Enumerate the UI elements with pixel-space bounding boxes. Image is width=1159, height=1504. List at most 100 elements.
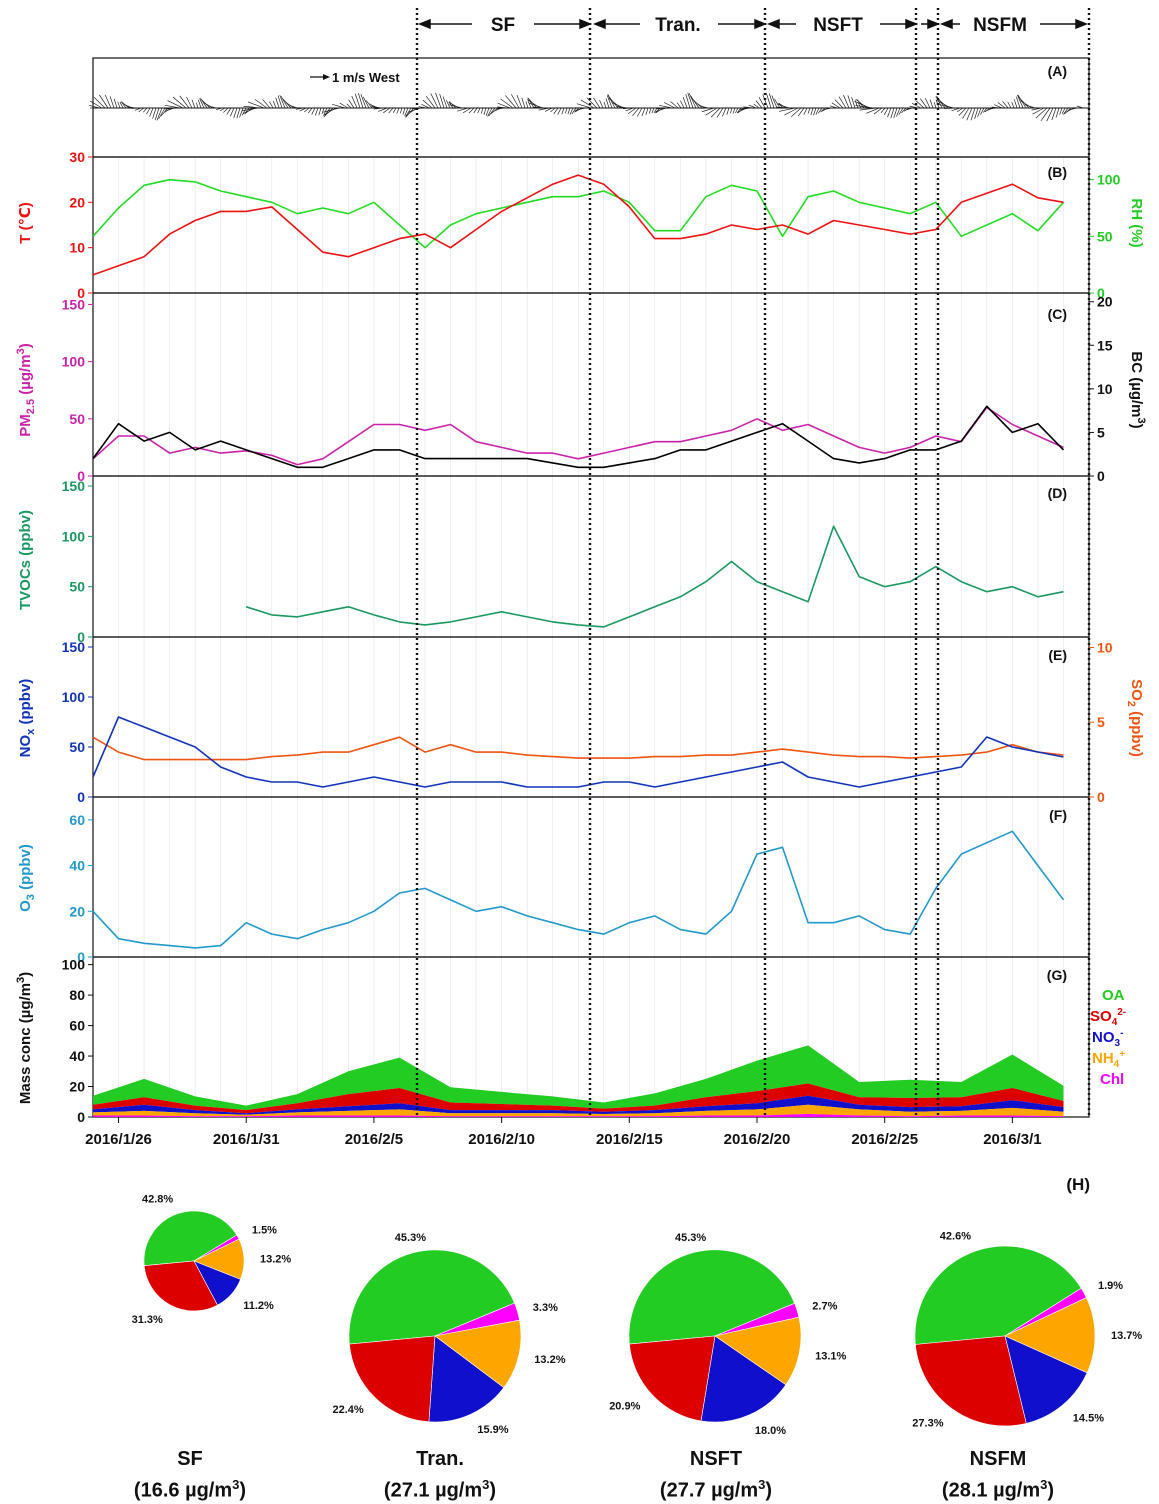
- wind-vector: [671, 101, 678, 108]
- b-right-tick-label: 100: [1097, 172, 1121, 188]
- pie-label: 2.7%: [812, 1300, 837, 1312]
- wind-vector: [186, 97, 192, 108]
- x-tick-label: 2016/2/20: [724, 1131, 791, 1148]
- c-right-tick-label: 20: [1097, 294, 1113, 310]
- wind-vector: [522, 98, 525, 108]
- panel-tag-b: (B): [1048, 164, 1067, 180]
- wind-vector: [484, 108, 486, 115]
- wind-vector: [474, 108, 477, 113]
- legend-chl: Chl: [1100, 1071, 1124, 1088]
- pie-caption-sf-name: SF: [80, 1446, 300, 1472]
- legend-nh4: NH4+: [1092, 1049, 1125, 1070]
- e-right-tick-label: 10: [1097, 639, 1113, 655]
- pie-caption-nsft-name: NSFT: [606, 1446, 826, 1472]
- wind-vector: [110, 96, 114, 108]
- pie-caption-sf: SF (16.6 µg/m3): [80, 1446, 300, 1504]
- g-left-tick-label: 20: [69, 1079, 85, 1095]
- wind-vector: [804, 108, 807, 115]
- wind-vector: [930, 100, 933, 108]
- panels: 0102030050100050100150051015200501001500…: [62, 8, 1121, 1148]
- e-left-tick-label: 50: [69, 739, 85, 755]
- pie-charts: 42.8%1.5%13.2%11.2%31.3%45.3%3.3%13.2%15…: [132, 1193, 1143, 1437]
- d-left-tick-label: 150: [62, 478, 86, 494]
- pie-label: 1.9%: [1098, 1280, 1123, 1292]
- f-left-tick-label: 40: [69, 858, 85, 874]
- wind-vector: [649, 108, 651, 114]
- wind-vector: [196, 103, 198, 108]
- pie-label: 45.3%: [675, 1232, 706, 1244]
- wind-vector: [816, 108, 819, 115]
- wind-vector: [273, 101, 276, 108]
- wind-vector: [150, 108, 153, 117]
- axis-label-nox: NOx (ppbv): [17, 679, 37, 758]
- c-right-tick-label: 15: [1097, 337, 1113, 353]
- period-label-nsft: NSFT: [813, 15, 863, 36]
- wind-vector: [526, 102, 528, 108]
- wind-scale-label: 1 m/s West: [332, 70, 400, 85]
- pie-label: 11.2%: [243, 1300, 274, 1312]
- panel-tag-f: (F): [1049, 807, 1067, 823]
- g-left-tick-label: 80: [69, 987, 85, 1003]
- axis-labels: T (℃) RH (%) PM2.5 (µg/m3) BC (µg/m3) TV…: [15, 198, 1147, 1104]
- pie-caption-sf-total: (16.6 µg/m3): [80, 1472, 300, 1504]
- pie-caption-tran-total: (27.1 µg/m3): [330, 1472, 550, 1504]
- wind-vector: [562, 108, 564, 114]
- wind-vector: [478, 108, 480, 113]
- pie-label: 45.3%: [395, 1232, 426, 1244]
- c-right-tick-label: 0: [1097, 468, 1105, 484]
- b-left-tick-label: 10: [69, 240, 85, 256]
- legend-g: OA SO42- NO3- NH4+ Chl: [1090, 987, 1126, 1088]
- pie-slice-so42: [629, 1336, 715, 1421]
- wind-vector: [680, 101, 684, 108]
- wind-vector: [263, 99, 270, 108]
- period-label-tran: Tran.: [655, 15, 700, 36]
- pie-caption-nsft-total: (27.7 µg/m3): [606, 1472, 826, 1504]
- panel-tags: (A) (B) (C) (D) (E) (F) (G) (H): [1047, 63, 1090, 1194]
- wind-vector: [642, 108, 645, 116]
- wind-vector: [1041, 108, 1050, 121]
- pie-label: 1.5%: [252, 1224, 277, 1236]
- pie-sf: 42.8%1.5%13.2%11.2%31.3%: [132, 1193, 292, 1326]
- wind-vector: [511, 94, 519, 108]
- period-label-nsfm: NSFM: [973, 15, 1027, 36]
- panel-frame-d: [93, 476, 1089, 637]
- wind-vector: [315, 108, 318, 115]
- d-left-tick-label: 50: [69, 579, 85, 595]
- g-left-tick-label: 100: [62, 957, 86, 973]
- axis-label-tvocs: TVOCs (ppbv): [17, 510, 34, 610]
- pie-tran: 45.3%3.3%13.2%15.9%22.4%: [332, 1232, 565, 1436]
- wind-vector: [319, 108, 321, 115]
- g-left-tick-label: 40: [69, 1048, 85, 1064]
- wind-vector: [975, 108, 978, 119]
- x-tick-label: 2016/2/15: [596, 1131, 663, 1148]
- wind-vector: [683, 97, 687, 108]
- c-left-tick-label: 100: [62, 354, 86, 370]
- axis-label-rh: RH (%): [1128, 198, 1145, 247]
- pie-label: 27.3%: [912, 1417, 943, 1429]
- wind-vector: [99, 95, 108, 108]
- wind-vector: [322, 108, 324, 114]
- wind-vector: [1060, 108, 1062, 115]
- wind-vector: [606, 98, 609, 108]
- c-left-tick-label: 150: [62, 296, 86, 312]
- x-tick-label: 2016/2/10: [468, 1131, 535, 1148]
- d-left-tick-label: 100: [62, 528, 86, 544]
- axis-label-bc: BC (µg/m3): [1128, 351, 1147, 428]
- e-left-tick-label: 0: [77, 789, 85, 805]
- wind-vector: [308, 108, 312, 113]
- axis-label-t: T (℃): [17, 202, 34, 243]
- panel-tag-d: (D): [1048, 485, 1067, 501]
- wind-vector: [884, 108, 888, 115]
- wind-vector: [811, 108, 813, 115]
- g-left-tick-label: 0: [77, 1109, 85, 1125]
- wind-vector: [146, 108, 150, 114]
- pie-label: 42.8%: [142, 1193, 173, 1205]
- pie-caption-nsfm: NSFM (28.1 µg/m3): [888, 1446, 1108, 1504]
- b-right-tick-label: 50: [1097, 228, 1113, 244]
- pie-label: 13.7%: [1111, 1330, 1142, 1342]
- wind-vector: [180, 96, 189, 108]
- pie-label: 13.1%: [815, 1350, 846, 1362]
- pie-label: 22.4%: [332, 1404, 363, 1416]
- panel-tag-a: (A): [1048, 63, 1067, 79]
